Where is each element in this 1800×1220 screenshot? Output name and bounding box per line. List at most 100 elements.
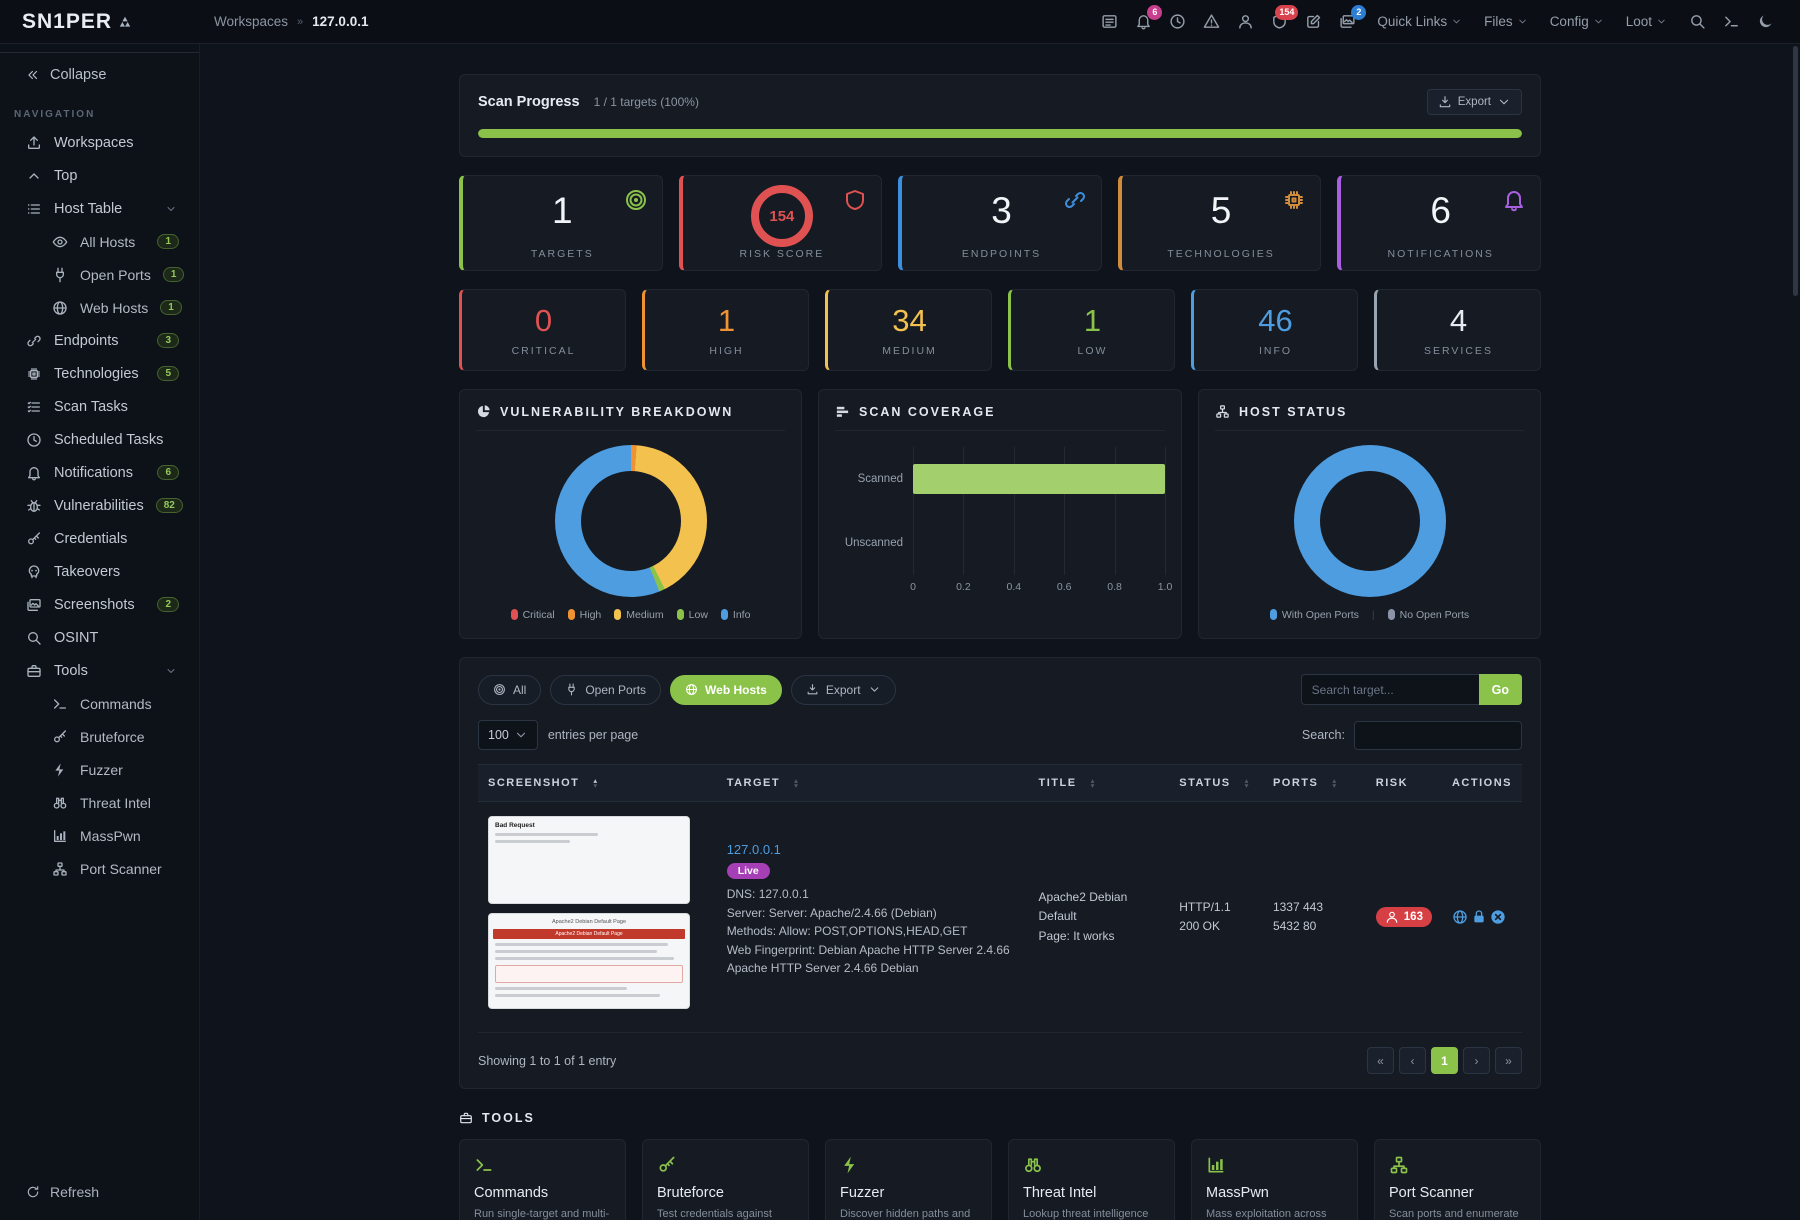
sidebar-item-vulnerabilities[interactable]: Vulnerabilities 82 (0, 489, 199, 522)
stat-card-technologies[interactable]: 5 TECHNOLOGIES (1117, 175, 1322, 271)
column-header-status[interactable]: STATUS ▴ ▾ (1169, 764, 1263, 802)
filter-export[interactable]: Export (790, 674, 896, 705)
sidebar-item-osint[interactable]: OSINT (0, 621, 199, 654)
stat-card-risk-score[interactable]: 154 RISK SCORE (678, 175, 883, 271)
warning-button[interactable] (1196, 7, 1226, 37)
sidebar-item-endpoints[interactable]: Endpoints 3 (0, 324, 199, 357)
sidebar-item-notifications[interactable]: Notifications 6 (0, 456, 199, 489)
legend-item: Info (720, 609, 750, 621)
tool-card-threat-intel[interactable]: Threat Intel Lookup threat intelligence f… (1008, 1139, 1175, 1220)
clock-button[interactable] (1162, 7, 1192, 37)
go-button[interactable]: Go (1478, 674, 1522, 705)
x-circle-action-button[interactable] (1490, 909, 1509, 924)
news-button[interactable] (1094, 7, 1124, 37)
eye-icon (52, 236, 68, 247)
sidebar-item-top[interactable]: Top (0, 159, 199, 192)
stat-card-notifications[interactable]: 6 NOTIFICATIONS (1337, 175, 1541, 271)
tool-card-bruteforce[interactable]: Bruteforce Test credentials against netwo… (642, 1139, 809, 1220)
sidebar: Collapse NAVIGATION Workspaces Top Host Ta… (0, 44, 200, 1220)
sidebar-item-scan-tasks[interactable]: Scan Tasks (0, 390, 199, 423)
search-button[interactable] (1682, 7, 1712, 37)
column-header-screenshot[interactable]: SCREENSHOT ▴ ▾ (478, 764, 717, 802)
sidebar-item-technologies[interactable]: Technologies 5 (0, 357, 199, 390)
key-icon (54, 729, 66, 742)
page-button-»[interactable]: » (1495, 1047, 1522, 1074)
severity-card-info[interactable]: 46 INFO (1191, 289, 1358, 371)
collapse-button[interactable]: Collapse (0, 52, 199, 97)
sidebar-item-web-hosts[interactable]: Web Hosts 1 (0, 291, 199, 324)
tool-card-commands[interactable]: Commands Run single-target and multi-targ… (459, 1139, 626, 1220)
sidebar-item-scheduled-tasks[interactable]: Scheduled Tasks (0, 423, 199, 456)
export-button[interactable]: Export (1426, 89, 1522, 115)
images-icon (27, 598, 41, 611)
severity-card-services[interactable]: 4 SERVICES (1374, 289, 1541, 371)
filter-web-hosts[interactable]: Web Hosts (670, 674, 782, 705)
user-button[interactable] (1230, 7, 1260, 37)
images-button[interactable]: 2 (1332, 4, 1367, 37)
sitemap-icon (53, 861, 67, 876)
severity-card-critical[interactable]: 0 CRITICAL (459, 289, 626, 371)
tool-card-masspwn[interactable]: MassPwn Mass exploitation across workspac… (1191, 1139, 1358, 1220)
filter-open-ports[interactable]: Open Ports (550, 674, 662, 705)
sidebar-item-threat-intel[interactable]: Threat Intel (0, 786, 199, 819)
page-button-«[interactable]: « (1367, 1047, 1394, 1074)
sidebar-item-credentials[interactable]: Credentials (0, 522, 199, 555)
lock-action-button[interactable] (1471, 909, 1490, 924)
sidebar-item-commands[interactable]: Commands (0, 687, 199, 720)
sidebar-item-port-scanner[interactable]: Port Scanner (0, 852, 199, 885)
scrollbar-thumb[interactable] (1793, 46, 1798, 296)
menu-loot[interactable]: Loot (1615, 14, 1678, 29)
stat-card-endpoints[interactable]: 3 ENDPOINTS (898, 175, 1102, 271)
refresh-label: Refresh (50, 1184, 100, 1200)
severity-value: 1 (717, 303, 736, 338)
breadcrumb-workspaces[interactable]: Workspaces (214, 14, 289, 29)
severity-card-low[interactable]: 1 LOW (1008, 289, 1175, 371)
tool-card-port-scanner[interactable]: Port Scanner Scan ports and enumerate ser… (1374, 1139, 1541, 1220)
column-header-title[interactable]: TITLE ▴ ▾ (1028, 764, 1170, 802)
screenshot-thumbnail[interactable]: Bad Request (488, 816, 690, 904)
terminal-button[interactable] (1716, 7, 1746, 37)
pie-icon (477, 405, 490, 418)
page-button-‹[interactable]: ‹ (1399, 1047, 1426, 1074)
menu-files[interactable]: Files (1473, 14, 1539, 29)
sidebar-item-tools[interactable]: Tools (0, 654, 199, 687)
sidebar-item-workspaces[interactable]: Workspaces (0, 126, 199, 159)
search-icon (1690, 15, 1705, 29)
page-button-1[interactable]: 1 (1431, 1047, 1458, 1074)
sidebar-item-fuzzer[interactable]: Fuzzer (0, 753, 199, 786)
screenshot-thumbnail[interactable]: Apache2 Debian Default Page Apache2 Debia… (488, 913, 690, 1009)
column-header-ports[interactable]: PORTS ▴ ▾ (1262, 764, 1366, 802)
sidebar-item-all-hosts[interactable]: All Hosts 1 (0, 225, 199, 258)
logo[interactable]: SN1PER (0, 10, 200, 34)
skull-icon (28, 564, 40, 578)
table-row[interactable]: Bad Request Apache2 Debian Default Page Ap… (478, 801, 1522, 1033)
globe-action-button[interactable] (1452, 909, 1471, 924)
edit-button[interactable] (1298, 7, 1328, 37)
column-header-target[interactable]: TARGET ▴ ▾ (716, 764, 1029, 802)
sidebar-item-takeovers[interactable]: Takeovers (0, 555, 199, 588)
refresh-button[interactable]: Refresh (0, 1174, 199, 1210)
severity-card-medium[interactable]: 34 MEDIUM (825, 289, 992, 371)
target-link[interactable]: 127.0.0.1 (726, 842, 781, 857)
hosts-table-card: All Open Ports Web Hosts Export Go 100 entr… (459, 657, 1541, 1089)
sidebar-item-bruteforce[interactable]: Bruteforce (0, 720, 199, 753)
entries-per-page-select[interactable]: 100 (478, 720, 538, 750)
menu-config[interactable]: Config (1539, 14, 1615, 29)
menu-quick-links[interactable]: Quick Links (1366, 14, 1473, 29)
target-search-input[interactable] (1300, 674, 1479, 705)
sidebar-item-masspwn[interactable]: MassPwn (0, 819, 199, 852)
sidebar-item-screenshots[interactable]: Screenshots 2 (0, 588, 199, 621)
severity-card-high[interactable]: 1 HIGH (642, 289, 809, 371)
sidebar-item-open-ports[interactable]: Open Ports 1 (0, 258, 199, 291)
table-search-input[interactable] (1354, 720, 1522, 750)
stat-value: 6 (1430, 190, 1451, 231)
stat-card-targets[interactable]: 1 TARGETS (459, 175, 663, 271)
filter-all[interactable]: All (478, 674, 542, 705)
sidebar-item-host-table[interactable]: Host Table (0, 192, 199, 225)
tool-card-fuzzer[interactable]: Fuzzer Discover hidden paths and web endp… (825, 1139, 992, 1220)
page-button-›[interactable]: › (1463, 1047, 1490, 1074)
target-detail: Apache HTTP Server 2.4.66 Debian (726, 961, 919, 976)
bell-button[interactable]: 6 (1128, 4, 1163, 37)
moon-button[interactable] (1750, 7, 1780, 37)
shield-button[interactable]: 154 (1264, 4, 1299, 37)
